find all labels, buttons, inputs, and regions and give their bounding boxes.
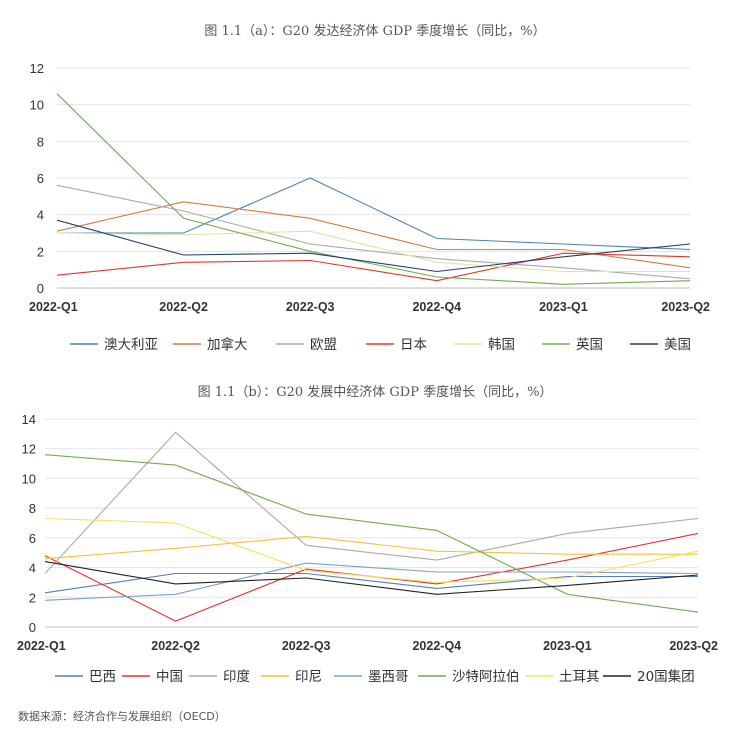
y-tick-label: 6	[37, 171, 44, 186]
x-tick-label: 2022-Q4	[412, 639, 461, 653]
legend-item: 巴西	[55, 669, 116, 685]
y-tick-label: 2	[29, 590, 36, 605]
chart-a-title: 图 1.1（a）：G20 发达经济体 GDP 季度增长（同比，%）	[204, 23, 545, 39]
y-tick-label: 8	[29, 501, 36, 516]
legend-item: 印度	[189, 669, 250, 685]
y-tick-label: 4	[37, 208, 44, 223]
x-tick-label: 2022-Q3	[286, 300, 335, 314]
legend-label: 日本	[400, 337, 427, 353]
legend-item: 墨西哥	[334, 669, 409, 685]
chart-b-plot: 0 2 4 6 8 10 12 14 2022-Q1 2022-Q2 2022-Q3 2022-Q4 2…	[17, 412, 718, 653]
y-tick-label: 4	[29, 561, 36, 576]
x-tick-label: 2023-Q1	[539, 300, 588, 314]
legend-label: 韩国	[488, 337, 515, 353]
series-line-0	[44, 572, 698, 594]
x-tick-label: 2022-Q3	[282, 639, 331, 653]
series-line-6	[44, 517, 699, 583]
y-tick-label: 14	[22, 412, 36, 427]
legend-label: 英国	[576, 336, 603, 353]
legend-item: 土耳其	[525, 669, 600, 685]
legend-item: 印尼	[261, 669, 322, 685]
series-line-1	[44, 532, 699, 622]
x-tick-label: 2022-Q1	[29, 300, 78, 314]
legend-label: 土耳其	[559, 669, 600, 685]
y-tick-label: 2	[37, 244, 44, 259]
x-tick-label: 2022-Q4	[412, 300, 461, 314]
x-tick-label: 2023-Q2	[669, 639, 718, 653]
y-tick-label: 10	[22, 471, 36, 486]
legend-item: 欧盟	[276, 337, 337, 353]
x-tick-label: 2023-Q1	[543, 639, 592, 653]
legend-label: 中国	[156, 669, 183, 685]
series-line-3	[56, 252, 691, 282]
series-line-5	[44, 454, 699, 613]
legend-item: 加拿大	[173, 336, 248, 353]
legend-item: 中国	[122, 669, 183, 685]
series-line-4	[44, 562, 699, 601]
legend-label: 澳大利亚	[104, 337, 158, 353]
legend-item: 澳大利亚	[70, 337, 158, 353]
chart-b-legend: 巴西 中国 印度 印尼 墨西哥 沙特阿拉伯 土耳其 20国集团	[55, 669, 695, 685]
y-tick-label: 12	[22, 442, 36, 457]
source-note: 数据来源：经济合作与发展组织（OECD）	[18, 709, 226, 723]
series-line-5	[56, 93, 691, 285]
y-tick-label: 10	[30, 98, 44, 113]
legend-item: 韩国	[454, 337, 515, 353]
series-line-7	[44, 561, 699, 595]
series-line-6	[56, 219, 691, 273]
series-line-4	[56, 230, 690, 273]
x-tick-label: 2022-Q2	[151, 639, 200, 653]
legend-item: 日本	[366, 337, 427, 353]
legend-label: 印尼	[295, 669, 322, 685]
y-tick-label: 12	[30, 61, 44, 76]
chart-a-plot: 0 2 4 6 8 10 12 2022-Q1 2022-Q2 2022-Q3 2022-Q4 202…	[29, 61, 710, 314]
series-line-2	[44, 431, 699, 574]
legend-label: 墨西哥	[368, 669, 409, 685]
legend-label: 美国	[664, 337, 691, 353]
legend-label: 巴西	[89, 669, 116, 685]
y-tick-label: 0	[37, 281, 44, 296]
legend-label: 加拿大	[207, 336, 248, 353]
legend-label: 欧盟	[310, 337, 337, 353]
y-tick-label: 0	[29, 620, 36, 635]
y-tick-label: 6	[29, 531, 36, 546]
legend-label: 20国集团	[637, 669, 695, 685]
legend-item: 沙特阿拉伯	[418, 669, 520, 685]
x-tick-label: 2022-Q2	[159, 300, 208, 314]
x-tick-label: 2022-Q1	[17, 639, 66, 653]
chart-a-legend: 澳大利亚 加拿大 欧盟 日本 韩国 英国 美国	[70, 336, 691, 353]
series-line-3	[44, 535, 698, 560]
legend-label: 沙特阿拉伯	[452, 669, 520, 685]
series-line-2	[56, 184, 691, 280]
x-tick-label: 2023-Q2	[661, 300, 710, 314]
y-tick-label: 8	[37, 134, 44, 149]
chart-b-title: 图 1.1（b）：G20 发展中经济体 GDP 季度增长（同比，%）	[198, 384, 553, 400]
legend-item: 英国	[542, 336, 603, 353]
legend-item: 美国	[630, 337, 691, 353]
legend-label: 印度	[223, 669, 250, 685]
series-line-0	[57, 177, 691, 251]
legend-item: 20国集团	[603, 669, 695, 685]
